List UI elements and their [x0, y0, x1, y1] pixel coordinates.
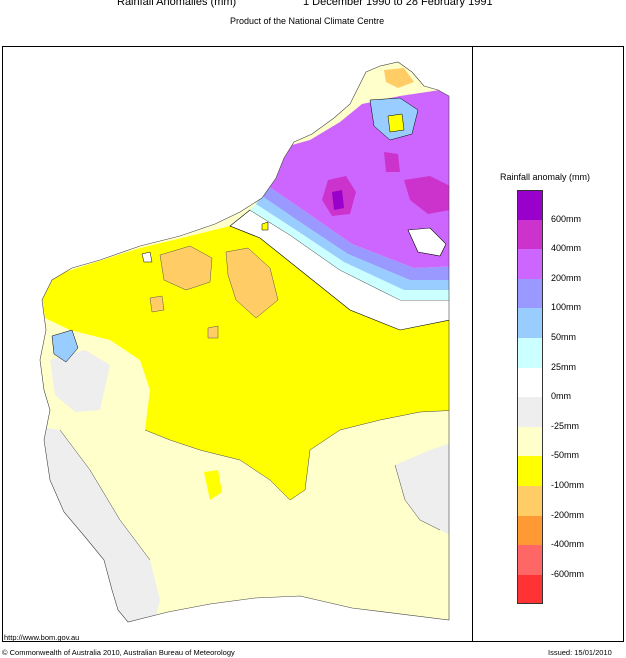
legend-label: 400mm [551, 243, 582, 254]
map-subtitle: Product of the National Climate Centre [230, 16, 385, 26]
zone-east-white [407, 227, 447, 257]
map-period: 1 December 1990 to 28 February 1991 [303, 0, 493, 8]
zone-400-east [404, 176, 449, 214]
copyright: © Commonwealth of Australia 2010, Austra… [2, 648, 235, 657]
legend-swatch [517, 308, 543, 338]
zone-yellow-island [261, 221, 269, 231]
zone-minus-100-c [149, 295, 165, 313]
panel-divider [472, 46, 473, 642]
contour-line-yellow-south [144, 409, 449, 501]
zone-200-to-400 [268, 90, 449, 268]
map-title: Rainfall Anomalies (mm) [117, 0, 237, 8]
zone-minus-100-north [384, 68, 414, 88]
zone-minus-100-d [207, 325, 219, 339]
zone-minus-100-b [225, 247, 279, 319]
legend-swatch [517, 574, 543, 605]
legend-swatch [517, 249, 543, 279]
zone-25-band [250, 204, 449, 300]
legend-label: 200mm [551, 272, 582, 283]
legend-swatch [517, 397, 543, 427]
zone-100-band [262, 186, 449, 280]
zone-southeast-grey [395, 440, 449, 540]
issued-date: Issued: 15/01/2010 [548, 648, 612, 657]
legend-label: -200mm [551, 509, 585, 520]
legend-swatch [517, 338, 543, 368]
legend-label: 0mm [551, 391, 571, 402]
legend-swatch [517, 515, 543, 546]
zone-north-yellow [387, 113, 405, 133]
legend-swatch [517, 545, 543, 575]
legend-label: 100mm [551, 302, 582, 313]
legend-label: 600mm [551, 213, 582, 224]
zone-600-core [332, 190, 344, 210]
legend-swatch [517, 456, 543, 486]
zone-50-band [256, 196, 449, 290]
legend-label: -100mm [551, 480, 585, 490]
legend-swatch [517, 367, 543, 398]
zone-southwest-grey [40, 420, 160, 622]
zone-minus-50-to-100 [40, 226, 449, 500]
zone-west-grey [50, 350, 110, 412]
source-url: http://www.bom.gov.au [4, 633, 80, 642]
legend-label: -50mm [551, 450, 580, 461]
zone-400-north [384, 152, 400, 172]
zone-minus-100-a [159, 245, 213, 291]
coastline [39, 61, 450, 623]
legend-swatch [517, 219, 543, 250]
legend-label: 25mm [551, 361, 577, 372]
legend-swatch [517, 426, 543, 457]
legend-label: -25mm [551, 420, 580, 431]
legend-swatch [517, 278, 543, 309]
legend-title: Rainfall anomaly (mm) [500, 172, 591, 182]
legend-label: -400mm [551, 539, 585, 550]
contour-line-sw [59, 429, 151, 561]
legend-swatch [517, 486, 543, 516]
legend-label: 50mm [551, 332, 577, 342]
zone-west-cyan [51, 329, 79, 363]
zone-yellow-patch [204, 470, 222, 500]
legend-swatch [517, 190, 543, 220]
contour-line-se [394, 464, 441, 531]
legend-label: -600mm [551, 568, 585, 579]
zone-white-island [141, 251, 153, 263]
